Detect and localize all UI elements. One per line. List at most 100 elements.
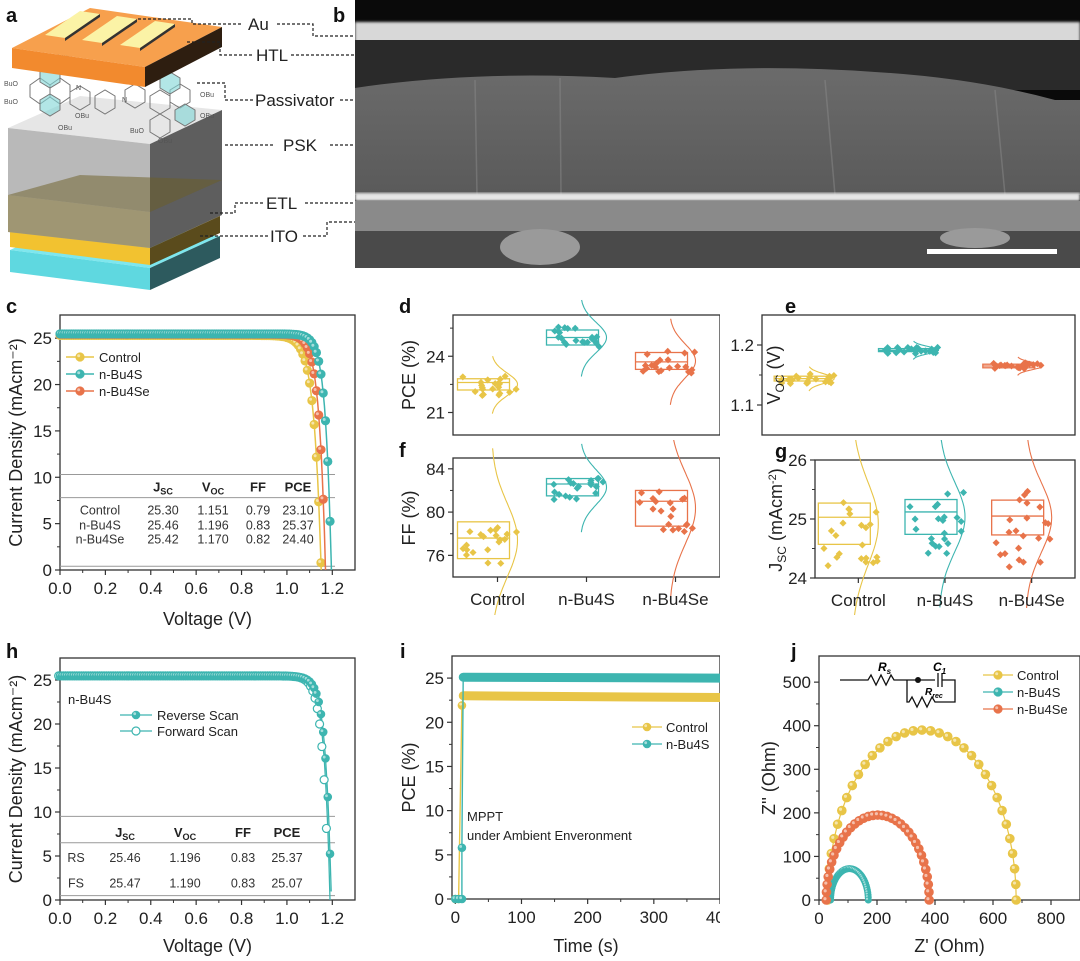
y-tick-label: 25 (33, 671, 52, 690)
x-tick-label: 300 (640, 908, 668, 927)
data-point-highlight (953, 738, 957, 742)
x-tick-label: 0.4 (139, 579, 163, 598)
data-point-highlight (306, 678, 310, 682)
data-point-highlight (995, 706, 999, 710)
table-cell: 1.196 (197, 519, 228, 533)
data-point-n-Bu4S (944, 490, 952, 498)
data-point-highlight (313, 690, 317, 694)
data-point-highlight (309, 359, 313, 363)
data-point-Control (899, 728, 910, 738)
data-point-Control (860, 759, 870, 770)
data-point-highlight (851, 821, 856, 825)
table-cell: 25.42 (147, 532, 178, 546)
data-point-highlight (313, 387, 317, 391)
data-point-Control (512, 385, 520, 393)
data-point-highlight (313, 349, 317, 353)
label-passivator: Passivator (255, 91, 335, 110)
data-point-highlight (302, 358, 306, 362)
data-point-highlight (999, 807, 1003, 811)
data-point-Control (839, 519, 847, 527)
table-cell: 1.170 (197, 532, 228, 546)
y-tick-label: 20 (33, 715, 52, 734)
data-point-highlight (975, 761, 980, 765)
data-point-highlight (459, 702, 463, 706)
data-point-highlight (893, 817, 897, 822)
y-tick-label: 15 (33, 759, 52, 778)
data-point-Control (459, 373, 467, 381)
data-point-highlight (865, 897, 869, 900)
data-point-highlight (865, 813, 869, 817)
data-point-Control (812, 375, 820, 383)
data-point-Control (484, 546, 492, 554)
y-tick-label: 76 (426, 546, 445, 565)
data-point-Control (980, 769, 991, 780)
data-point-highlight (869, 752, 873, 756)
table-row-label: Control (80, 504, 120, 518)
table-cell: 1.190 (169, 876, 200, 890)
data-point-n-Bu4Se (316, 445, 326, 455)
data-point-highlight (309, 681, 312, 685)
data-point-n-Bu4Se (669, 505, 677, 513)
data-point-Control (495, 391, 503, 399)
legend-label: n-Bu4S (99, 367, 143, 382)
data-point-highlight (888, 815, 893, 819)
data-point-highlight (838, 807, 843, 811)
box-Control (456, 521, 511, 560)
legend-marker (642, 739, 652, 749)
data-point-highlight (843, 829, 847, 833)
data-point-highlight (1013, 897, 1017, 901)
x-tick-label: n-Bu4S (917, 591, 974, 610)
data-point-Control (471, 388, 479, 396)
data-point-highlight (313, 454, 317, 458)
y-tick-label: 20 (33, 376, 52, 395)
data-point-highlight (318, 371, 322, 375)
plot-frame (59, 314, 356, 571)
data-point-highlight (309, 339, 313, 343)
data-point-n-Bu4Se (665, 364, 673, 372)
data-point-highlight (320, 390, 324, 394)
series-line-n-Bu4Se (825, 814, 930, 901)
data-point-highlight (327, 518, 331, 522)
data-point-highlight (879, 812, 883, 816)
table-cell: 0.79 (246, 504, 270, 518)
data-point-highlight (925, 881, 929, 885)
data-point-n-Bu4Se (1020, 491, 1029, 499)
data-point-n-Bu4Se (682, 521, 690, 529)
obu-label: OBu (200, 113, 214, 120)
data-point-Control (934, 728, 945, 738)
data-point-n-Bu4S (884, 344, 892, 352)
data-point-highlight (644, 741, 648, 745)
data-point-n-Bu4Se (318, 494, 328, 504)
data-point-highlight (922, 866, 926, 870)
data-point-n-Bu4Se (664, 347, 672, 355)
x-tick-label: 1.2 (320, 909, 344, 928)
legend-label: n-Bu4S (1017, 685, 1061, 700)
data-point-Control (820, 544, 828, 552)
data-point-n-Bu4Se (667, 512, 675, 520)
x-tick-label: 800 (1037, 909, 1065, 928)
data-point-Control (1010, 879, 1021, 890)
y-tick-label: 26 (788, 451, 807, 470)
data-point-Control (925, 725, 936, 736)
table-cell: 0.83 (231, 876, 255, 890)
data-point-Control (1009, 863, 1020, 874)
data-point-Control (785, 375, 793, 383)
legend-marker (75, 369, 85, 379)
y-tick-label: 1.2 (730, 336, 754, 355)
y-axis-title: FF (%) (399, 491, 419, 546)
distribution-curve-n-Bu4Se (669, 318, 697, 405)
data-point-n-Bu4Se (1016, 496, 1024, 504)
table-cell: 1.151 (197, 504, 228, 518)
data-point-Control (997, 805, 1007, 816)
data-point-highlight (315, 699, 319, 703)
obu-label: OBu (158, 138, 172, 145)
data-point-n-Bu4S (550, 495, 558, 503)
data-point-highlight (877, 745, 881, 749)
legend-label: n-Bu4Se (1017, 702, 1068, 717)
data-point-n-Bu4S (323, 456, 333, 467)
y-axis-title: PCE (%) (399, 742, 419, 812)
data-point-Control (837, 805, 847, 816)
data-point-n-Bu4Se (666, 499, 674, 507)
sem-cross-section-image (355, 0, 1080, 268)
y-axis-title: VOC (V) (764, 345, 787, 404)
